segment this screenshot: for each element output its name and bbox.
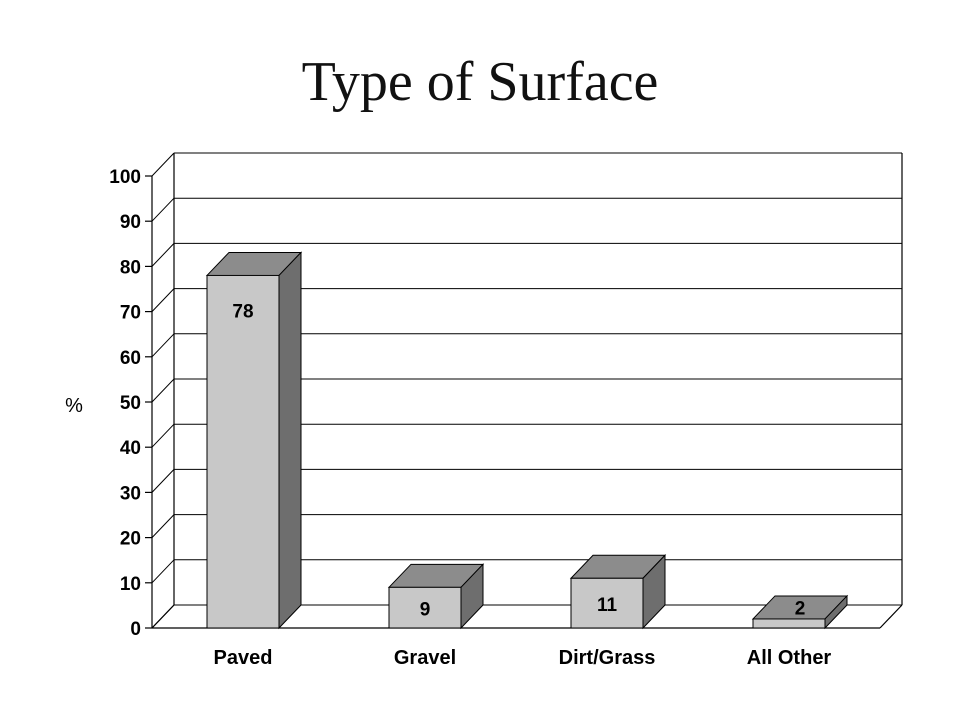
gridline-diagonal [151, 378, 175, 403]
bar [206, 274, 280, 629]
data-label: 11 [597, 595, 618, 616]
y-tick-label: 80 [120, 257, 141, 278]
bar [388, 586, 462, 629]
y-tick-label: 90 [120, 212, 141, 233]
labels: 0 10 20 30 40 50 60 70 80 90 100 78 Paved 9 Gravel 11 Di… [109, 167, 831, 669]
gridline-diagonal [151, 152, 175, 177]
y-tick-label: 20 [120, 529, 141, 550]
bar [570, 577, 644, 629]
chart-title: Type of Surface [301, 51, 659, 113]
gridline-diagonal [151, 423, 175, 448]
gridline-diagonal [151, 559, 175, 584]
gridline-diagonal [151, 288, 175, 312]
y-tick-label: 0 [130, 619, 141, 640]
gridline-diagonal [151, 333, 175, 358]
floor-right-edge [879, 604, 903, 629]
y-tick-label: 60 [120, 348, 141, 369]
bar-side-face [278, 251, 302, 630]
y-tick-label: 40 [120, 438, 141, 459]
y-tick-label: 50 [120, 393, 141, 414]
x-tick-label: Paved [214, 647, 273, 669]
gridline-diagonal [151, 243, 175, 267]
x-tick-label: All Other [747, 647, 832, 669]
y-tick-label: 100 [109, 167, 141, 188]
y-tick-label: 10 [120, 574, 141, 595]
x-tick-label: Gravel [394, 647, 456, 669]
y-tick-label: 30 [120, 483, 141, 504]
data-label: 2 [795, 598, 806, 619]
gridline-diagonal [151, 514, 175, 538]
x-tick-label: Dirt/Grass [559, 647, 656, 669]
y-axis-label: % [65, 395, 83, 417]
y-tick-label: 70 [120, 303, 141, 324]
floor-left-edge [151, 604, 175, 629]
gridline-diagonal [151, 197, 175, 222]
gridline-diagonal [151, 469, 175, 493]
data-label: 78 [232, 301, 253, 322]
data-label: 9 [420, 600, 431, 621]
bar [752, 618, 826, 629]
bars [205, 251, 849, 630]
